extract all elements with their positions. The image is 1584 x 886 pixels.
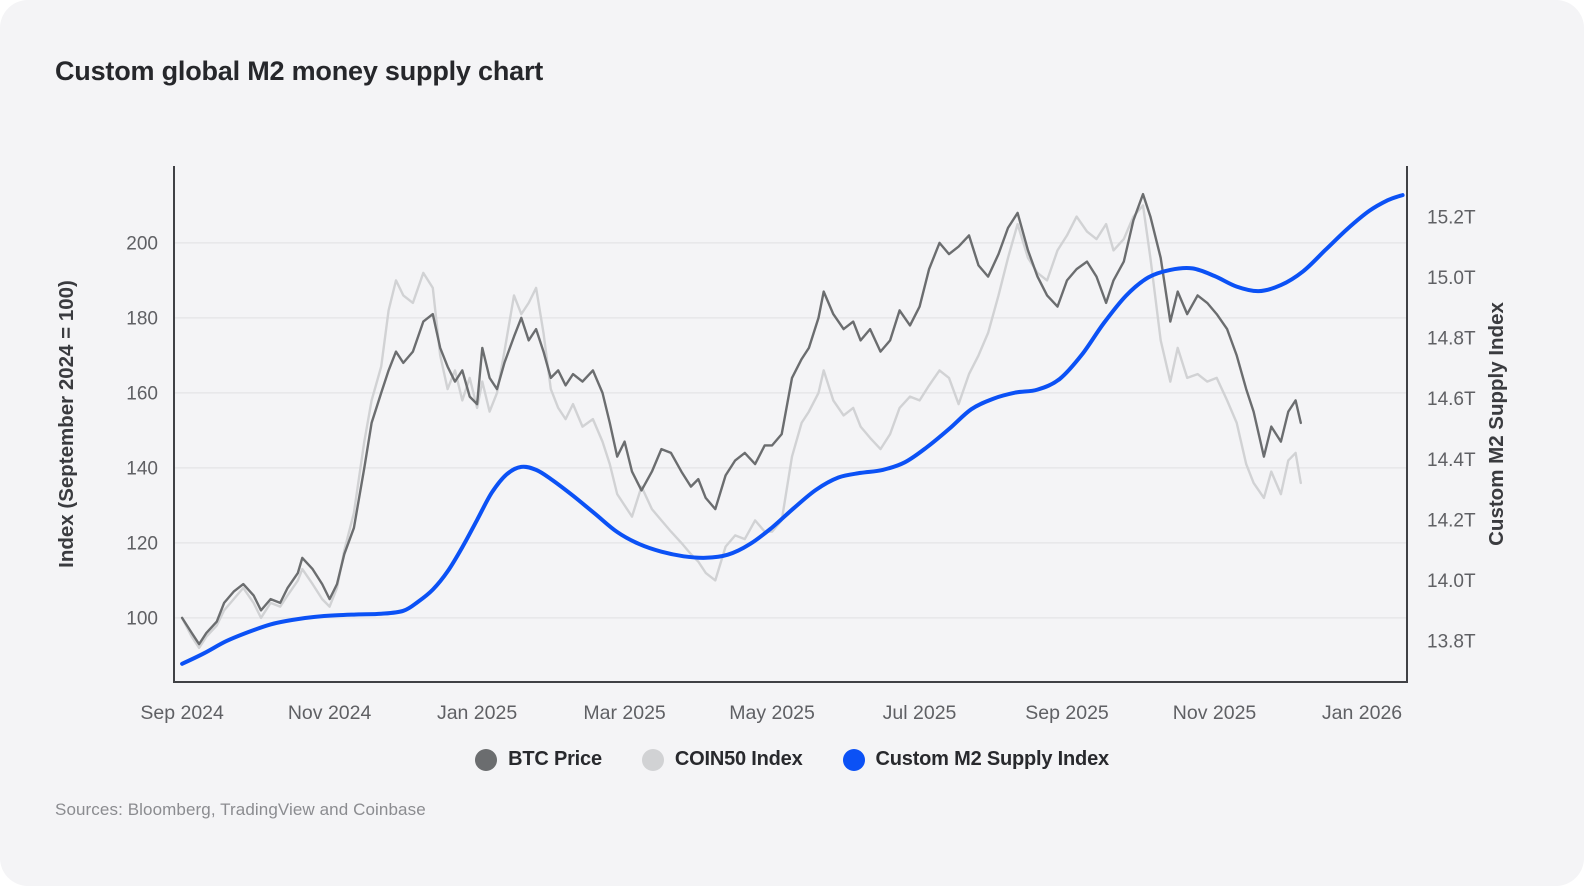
legend-item-btc: BTC Price (475, 748, 602, 771)
right-axis-title: Custom M2 Supply Index (1485, 302, 1508, 546)
x-axis-tick-label: Nov 2024 (288, 702, 372, 724)
right-axis-tick-label: 14.4T (1427, 450, 1476, 471)
x-axis-tick-label: Sep 2025 (1025, 702, 1109, 724)
left-axis-tick-label: 180 (126, 308, 158, 329)
x-axis-tick-label: Sep 2024 (140, 702, 224, 724)
series-lines (180, 192, 1405, 666)
x-axis-tick-label: Jan 2026 (1322, 702, 1402, 724)
right-axis-tick-label: 15.2T (1427, 207, 1476, 228)
right-axis-tick-label: 13.8T (1427, 632, 1476, 653)
btc-legend-dot-icon (475, 748, 498, 771)
right-axis-tick-label: 15.0T (1427, 268, 1476, 289)
right-axis-tick-label: 14.8T (1427, 329, 1476, 350)
left-axis-tick-label: 140 (126, 458, 158, 479)
left-axis-tick-label: 200 (126, 233, 158, 254)
x-axis-tick-label: Mar 2025 (583, 702, 666, 724)
left-axis-title: Index (September 2024 = 100) (55, 280, 78, 568)
coin50-index-line (180, 204, 1302, 650)
gridlines (174, 242, 1407, 619)
right-axis-tick-label: 14.2T (1427, 510, 1476, 531)
legend: BTC Price COIN50 Index Custom M2 Supply In… (0, 748, 1584, 771)
left-axis-tick-label: 120 (126, 533, 158, 554)
page-title: Custom global M2 money supply chart (55, 56, 544, 86)
legend-item-m2: Custom M2 Supply Index (842, 748, 1110, 771)
x-axis-tick-label: Jul 2025 (883, 702, 957, 724)
source-note: Sources: Bloomberg, TradingView and Coin… (55, 800, 426, 819)
legend-item-coin50: COIN50 Index (641, 748, 803, 771)
axis-lines (173, 166, 1408, 683)
x-axis-tick-label: May 2025 (729, 702, 815, 724)
axis-labels: 100 120 140 160 180 200 13.8T 14.0T 14.2T 14.4T 14… (55, 207, 1508, 724)
x-axis-tick-label: Jan 2025 (437, 702, 517, 724)
legend-label: Custom M2 Supply Index (875, 748, 1110, 770)
legend-label: COIN50 Index (674, 748, 803, 770)
custom-m2-supply-index-line (180, 193, 1405, 666)
left-axis-tick-label: 100 (126, 608, 158, 629)
coin50-legend-dot-icon (641, 748, 664, 771)
left-axis-tick-label: 160 (126, 383, 158, 404)
btc-price-line (180, 192, 1302, 646)
legend-label: BTC Price (508, 748, 602, 770)
right-axis-tick-label: 14.0T (1427, 571, 1476, 592)
m2-legend-dot-icon (842, 748, 865, 771)
x-axis-tick-label: Nov 2025 (1173, 702, 1257, 724)
right-axis-tick-label: 14.6T (1427, 389, 1476, 410)
